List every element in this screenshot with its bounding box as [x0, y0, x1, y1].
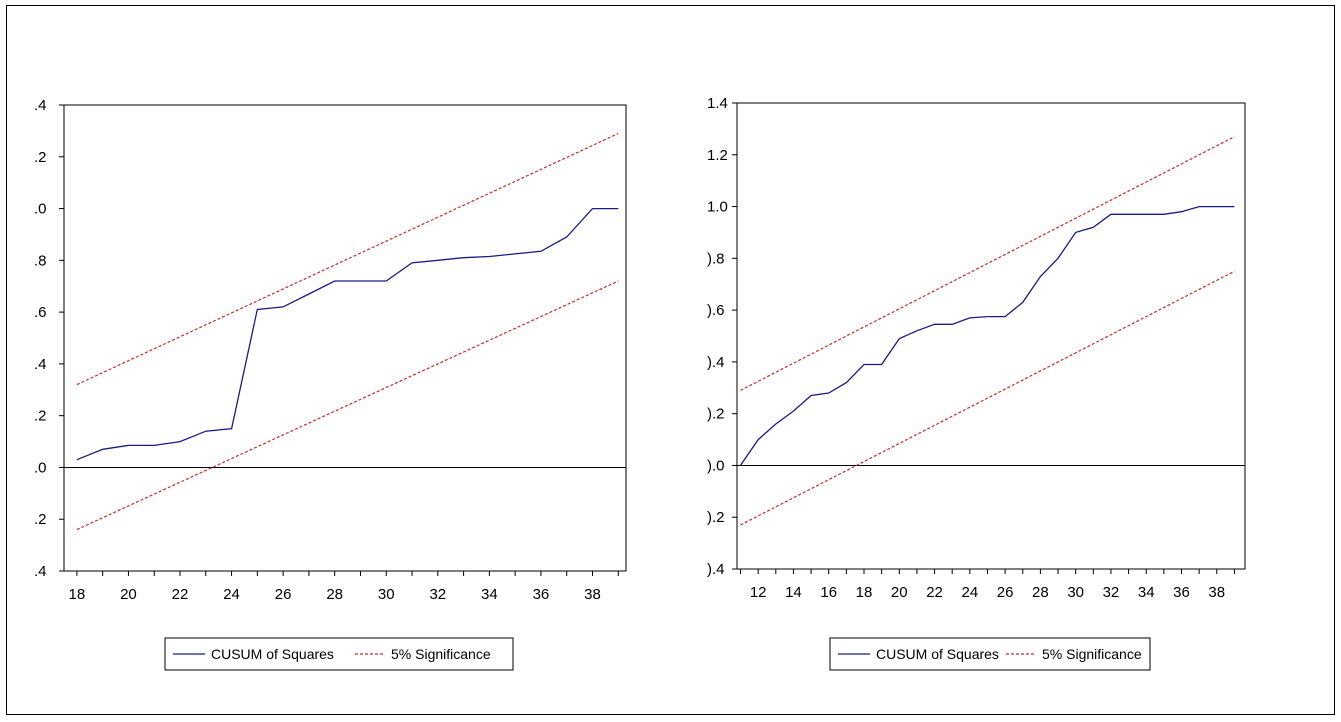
x-tick-label: 20 [891, 584, 908, 601]
x-tick-label: 36 [533, 586, 550, 603]
y-tick-label: .8 [34, 252, 47, 269]
y-tick-label: ).0 [707, 457, 725, 474]
plot-area [63, 104, 627, 572]
x-tick-label: 22 [926, 584, 943, 601]
x-tick-label: 12 [750, 584, 767, 601]
x-tick-label: 20 [120, 586, 137, 603]
x-tick-label: 18 [69, 586, 86, 603]
x-tick-label: 28 [326, 586, 343, 603]
y-tick-label: .0 [34, 459, 47, 476]
legend-box [829, 637, 1151, 671]
y-tick-label: 1.0 [707, 199, 728, 216]
upper-significance-line [76, 132, 619, 386]
x-tick-label: 38 [584, 586, 601, 603]
y-tick-label: ).2 [707, 509, 725, 526]
legend-label-cusum: CUSUM of Squares [211, 646, 334, 662]
x-tick-label: 28 [1032, 584, 1049, 601]
x-tick-label: 24 [223, 586, 240, 603]
lower-significance-line [76, 280, 619, 531]
cusum-line [739, 205, 1235, 466]
x-tick-label: 24 [961, 584, 978, 601]
y-tick-label: ).6 [707, 302, 725, 319]
y-tick-label: ).2 [707, 406, 725, 423]
y-tick-label: .2 [34, 149, 47, 166]
x-tick-label: 26 [997, 584, 1014, 601]
x-tick-label: 36 [1173, 584, 1190, 601]
y-tick-label: .4 [34, 563, 47, 580]
x-tick-label: 18 [856, 584, 873, 601]
x-tick-label: 34 [1138, 584, 1155, 601]
y-tick-label: ).4 [707, 354, 725, 371]
cusum-line [76, 207, 619, 461]
x-tick-label: 16 [820, 584, 837, 601]
y-tick-label: .4 [34, 356, 47, 373]
x-tick-label: 38 [1208, 584, 1225, 601]
legend-label-cusum: CUSUM of Squares [876, 646, 999, 662]
x-tick-label: 32 [1103, 584, 1120, 601]
x-tick-label: 26 [275, 586, 292, 603]
y-tick-label: .2 [34, 511, 47, 528]
y-tick-label: ).4 [707, 561, 725, 578]
upper-significance-line [740, 136, 1235, 391]
y-tick-label: .6 [34, 304, 47, 321]
y-tick-label: ).8 [707, 250, 725, 267]
x-tick-label: 30 [378, 586, 395, 603]
x-tick-label: 32 [429, 586, 446, 603]
y-tick-label: 1.4 [707, 95, 728, 112]
legend-box [164, 637, 514, 671]
lower-significance-line [740, 270, 1235, 526]
chart-left: .4 .2 .0 .8 .6 .4 .2 .0 .2 .4 18 20 22 24 26 28 30 32 34 36… [34, 97, 627, 671]
y-tick-label: .4 [34, 97, 47, 114]
x-tick-label: 22 [172, 586, 189, 603]
y-tick-label: .0 [34, 201, 47, 218]
x-tick-label: 14 [785, 584, 802, 601]
y-tick-label: .2 [34, 408, 47, 425]
legend-label-significance: 5% Significance [1042, 646, 1142, 662]
plot-area [736, 102, 1246, 570]
x-tick-label: 34 [481, 586, 498, 603]
x-tick-label: 30 [1067, 584, 1084, 601]
chart-right: 1.4 1.2 1.0 ).8 ).6 ).4 ).2 ).0 ).2 ).4 12 14 16 18 20… [707, 95, 1246, 671]
legend-label-significance: 5% Significance [391, 646, 491, 662]
y-tick-label: 1.2 [707, 147, 728, 164]
